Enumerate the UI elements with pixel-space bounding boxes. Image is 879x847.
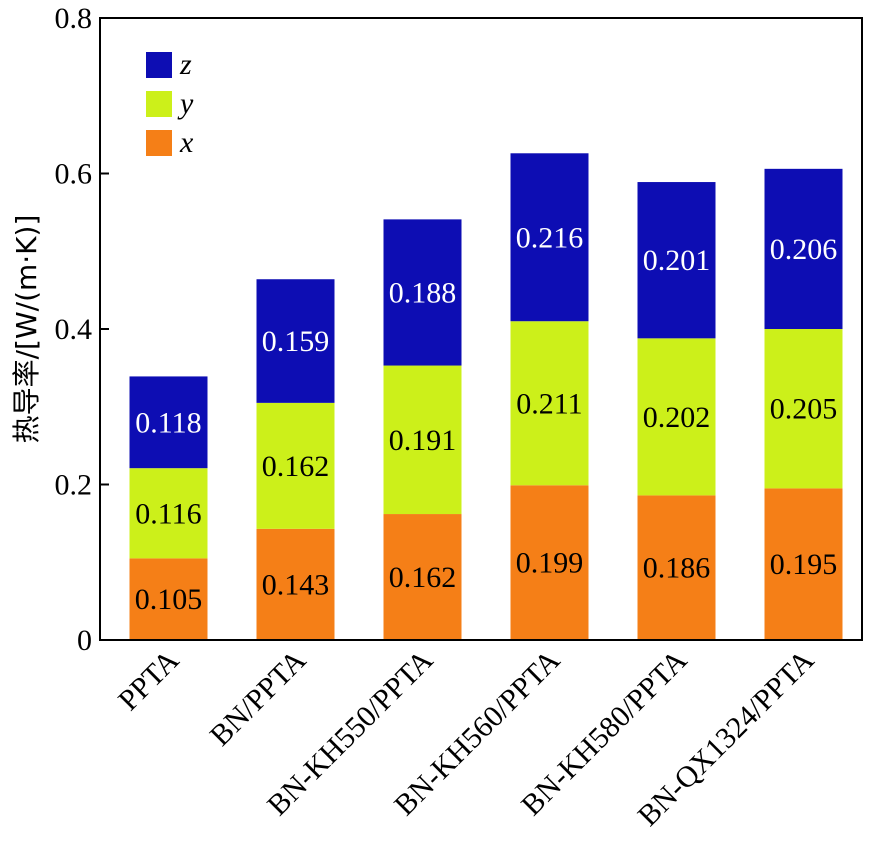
value-label-y-3: 0.211 bbox=[516, 387, 582, 420]
bar-y-2 bbox=[383, 365, 462, 515]
y-tick-label: 0.2 bbox=[55, 469, 93, 502]
value-label-x-1: 0.143 bbox=[262, 568, 330, 601]
y-axis: 0 0.2 0.4 0.6 0.8 bbox=[55, 2, 109, 657]
value-label-z-1: 0.159 bbox=[262, 325, 330, 358]
bar-y-3 bbox=[510, 321, 589, 486]
y-axis-label: 热导率/[W/(m·K)] bbox=[10, 215, 43, 444]
bar-x-5 bbox=[764, 488, 843, 640]
legend-swatch-z bbox=[146, 52, 172, 78]
y-tick-label: 0.6 bbox=[55, 158, 93, 191]
value-label-y-0: 0.116 bbox=[135, 497, 201, 530]
x-category-label: PPTA bbox=[112, 643, 186, 717]
value-label-x-0: 0.105 bbox=[135, 583, 203, 616]
bar-z-0 bbox=[129, 376, 208, 469]
bars-layer: 0.105 0.116 0.118 0.143 0.162 0.159 0.162 0.191… bbox=[129, 153, 843, 640]
plot-frame bbox=[99, 17, 863, 641]
bar-z-5 bbox=[764, 168, 843, 329]
y-tick-label: 0.4 bbox=[55, 313, 93, 346]
value-label-x-5: 0.195 bbox=[770, 548, 838, 581]
value-label-x-4: 0.186 bbox=[643, 552, 711, 585]
value-label-y-4: 0.202 bbox=[643, 401, 711, 434]
legend-label-x: x bbox=[179, 126, 194, 159]
value-label-y-1: 0.162 bbox=[262, 450, 330, 483]
legend-label-y: y bbox=[177, 87, 194, 120]
value-label-z-2: 0.188 bbox=[389, 276, 457, 309]
legend: zyx bbox=[146, 48, 194, 159]
value-label-x-2: 0.162 bbox=[389, 561, 457, 594]
value-label-x-3: 0.199 bbox=[516, 547, 584, 580]
bar-z-4 bbox=[637, 182, 716, 339]
value-label-y-2: 0.191 bbox=[389, 424, 457, 457]
value-label-z-4: 0.201 bbox=[643, 244, 711, 277]
legend-swatch-y bbox=[146, 91, 172, 117]
bar-x-2 bbox=[383, 514, 462, 640]
bar-x-4 bbox=[637, 495, 716, 640]
bar-y-0 bbox=[129, 468, 208, 559]
bar-x-0 bbox=[129, 558, 208, 640]
y-tick-label: 0 bbox=[77, 624, 92, 657]
bar-y-5 bbox=[764, 329, 843, 489]
value-label-z-5: 0.206 bbox=[770, 233, 838, 266]
value-label-z-3: 0.216 bbox=[516, 221, 584, 254]
legend-swatch-x bbox=[146, 130, 172, 156]
x-axis: PPTA BN/PPTABN-KH550/PPTABN-KH560/PPTABN-… bbox=[112, 643, 821, 832]
x-category-label: BN/PPTA bbox=[204, 643, 313, 752]
y-tick-label: 0.8 bbox=[55, 2, 93, 35]
legend-label-z: z bbox=[179, 48, 192, 81]
value-label-y-5: 0.205 bbox=[770, 393, 838, 426]
bar-y-1 bbox=[256, 402, 335, 529]
bar-z-3 bbox=[510, 153, 589, 322]
bar-z-2 bbox=[383, 219, 462, 366]
bar-x-1 bbox=[256, 528, 335, 640]
bar-z-1 bbox=[256, 279, 335, 403]
bar-y-4 bbox=[637, 338, 716, 496]
value-label-z-0: 0.118 bbox=[135, 406, 201, 439]
bar-x-3 bbox=[510, 485, 589, 640]
